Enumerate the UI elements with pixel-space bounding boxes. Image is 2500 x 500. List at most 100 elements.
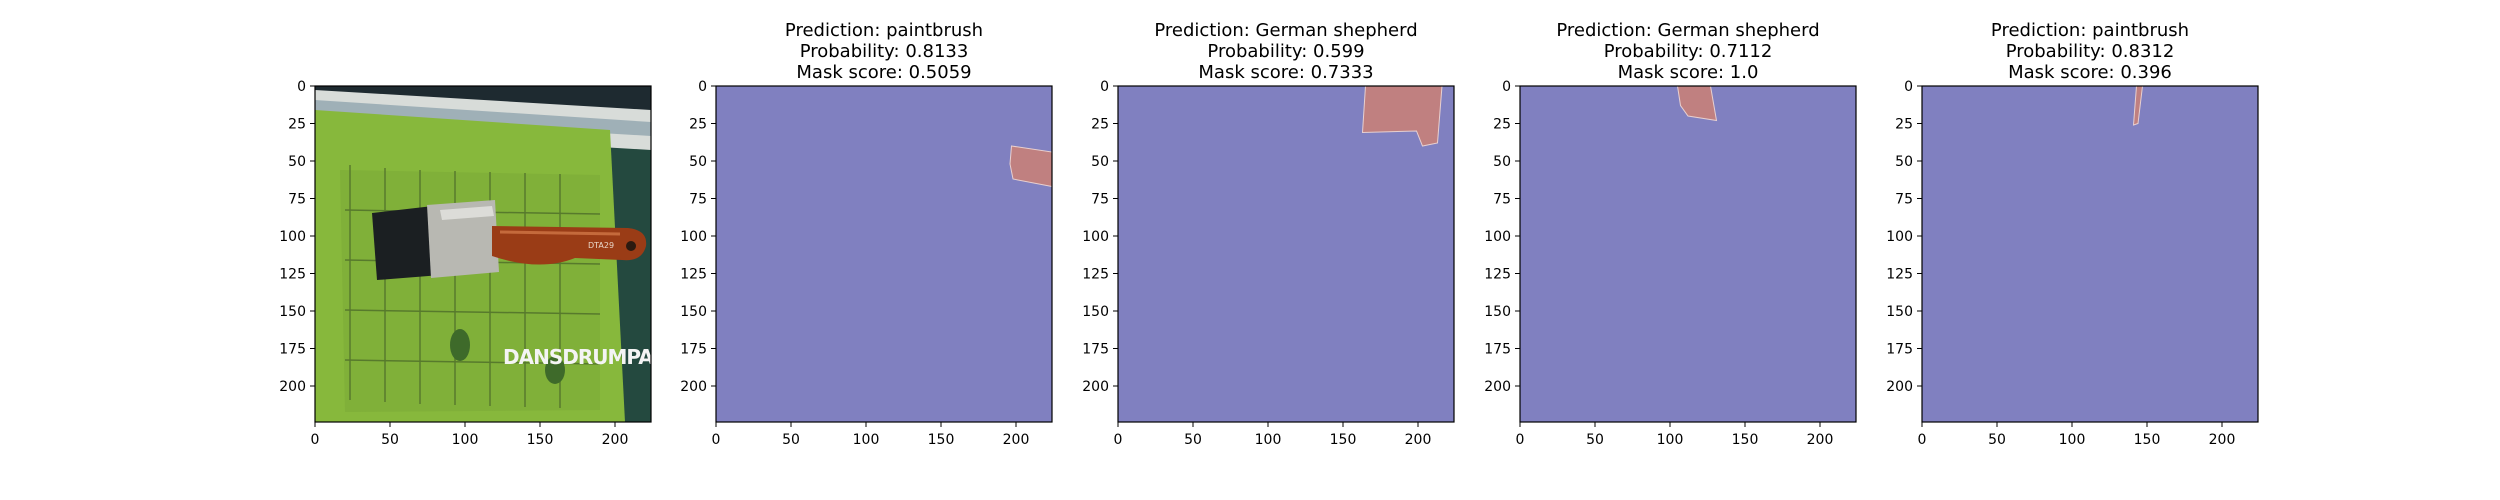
y-tick-label: 25 [1091, 117, 1109, 133]
y-tick-label: 100 [1886, 229, 1913, 245]
y-tick-label: 125 [1484, 267, 1511, 283]
x-tick-label: 100 [2059, 432, 2086, 448]
mask-background [716, 86, 1052, 422]
axes-frame [1519, 85, 1857, 423]
x-tick-label: 200 [1003, 432, 1030, 448]
y-tick-label: 100 [1484, 229, 1511, 245]
y-tick-label: 200 [1484, 379, 1511, 395]
x-tick-label: 150 [527, 432, 554, 448]
y-tick-label: 200 [1886, 379, 1913, 395]
y-tick-label: 0 [1502, 79, 1511, 95]
y-tick-label: 100 [279, 229, 306, 245]
y-tick-label: 175 [680, 342, 707, 358]
x-tick-label: 0 [1114, 432, 1123, 448]
image-watermark-text: DANSDRUMPAGE [503, 345, 681, 369]
y-tick-label: 100 [1082, 229, 1109, 245]
x-tick-label: 50 [381, 432, 399, 448]
axes-frame [314, 85, 652, 423]
panel-title-line: Probability: 0.599 [1207, 41, 1364, 62]
mask-background [1922, 86, 2258, 422]
x-tick-label: 150 [2134, 432, 2161, 448]
x-tick-label: 200 [1807, 432, 1834, 448]
panel-title-line: Prediction: paintbrush [1991, 20, 2189, 41]
panel-title-line: Mask score: 0.396 [2008, 62, 2172, 83]
panel-title: Prediction: German shepherdProbability: … [1154, 20, 1417, 83]
y-ticks: 0 25 50 75 100 125 150 175 200 [1082, 79, 1118, 395]
x-tick-label: 150 [928, 432, 955, 448]
x-tick-label: 150 [1330, 432, 1357, 448]
panel-title-line: Mask score: 0.5059 [796, 62, 971, 83]
input-image-panel: DTA29 DANSDRUMPAGE 0 50 100 150 200 0 25 50 75 1… [279, 79, 681, 448]
x-ticks: 0 50 100 150 200 [1918, 422, 2236, 448]
y-ticks: 0 25 50 75 100 125 150 175 200 [279, 79, 315, 395]
y-tick-label: 75 [1493, 192, 1511, 208]
panel-title: Prediction: German shepherdProbability: … [1556, 20, 1819, 83]
y-tick-label: 75 [689, 192, 707, 208]
y-tick-label: 25 [1895, 117, 1913, 133]
y-tick-label: 75 [1895, 192, 1913, 208]
y-tick-label: 150 [1886, 304, 1913, 320]
y-tick-label: 0 [297, 79, 306, 95]
y-tick-label: 200 [1082, 379, 1109, 395]
y-tick-label: 175 [1082, 342, 1109, 358]
axes-frame [1921, 85, 2259, 423]
x-tick-label: 100 [853, 432, 880, 448]
y-tick-label: 175 [279, 342, 306, 358]
y-tick-label: 75 [1091, 192, 1109, 208]
y-ticks: 0 25 50 75 100 125 150 175 200 [1484, 79, 1520, 395]
x-tick-label: 0 [1918, 432, 1927, 448]
panel-title-line: Probability: 0.8133 [800, 41, 969, 62]
y-tick-label: 50 [288, 154, 306, 170]
x-tick-label: 200 [2209, 432, 2236, 448]
y-tick-label: 25 [689, 117, 707, 133]
panel-title-line: Prediction: German shepherd [1556, 20, 1819, 41]
y-tick-label: 100 [680, 229, 707, 245]
x-tick-label: 200 [602, 432, 629, 448]
y-ticks: 0 25 50 75 100 125 150 175 200 [1886, 79, 1922, 395]
x-tick-label: 0 [712, 432, 721, 448]
axes-frame [715, 85, 1053, 423]
x-ticks: 0 50 100 150 200 [1516, 422, 1834, 448]
axes-frame [1117, 85, 1455, 423]
mask-panel: Prediction: German shepherdProbability: … [1484, 20, 1857, 448]
panel-title-line: Probability: 0.7112 [1604, 41, 1773, 62]
y-tick-label: 150 [680, 304, 707, 320]
mask-panel: Prediction: German shepherdProbability: … [1082, 20, 1455, 448]
x-tick-label: 150 [1732, 432, 1759, 448]
panel-title-line: Prediction: German shepherd [1154, 20, 1417, 41]
y-tick-label: 50 [1091, 154, 1109, 170]
y-tick-label: 125 [1082, 267, 1109, 283]
x-tick-label: 200 [1405, 432, 1432, 448]
y-tick-label: 50 [1493, 154, 1511, 170]
y-tick-label: 50 [689, 154, 707, 170]
y-tick-label: 75 [288, 192, 306, 208]
mask-background [1118, 86, 1454, 422]
y-tick-label: 150 [1484, 304, 1511, 320]
mask-background [1520, 86, 1856, 422]
y-tick-label: 150 [1082, 304, 1109, 320]
x-tick-label: 50 [1988, 432, 2006, 448]
handle-stamp: DTA29 [588, 241, 614, 250]
y-tick-label: 0 [1100, 79, 1109, 95]
y-tick-label: 125 [279, 267, 306, 283]
y-tick-label: 175 [1484, 342, 1511, 358]
y-tick-label: 200 [279, 379, 306, 395]
y-tick-label: 125 [1886, 267, 1913, 283]
x-tick-label: 50 [782, 432, 800, 448]
y-ticks: 0 25 50 75 100 125 150 175 200 [680, 79, 716, 395]
panel-title-line: Prediction: paintbrush [785, 20, 983, 41]
y-tick-label: 25 [1493, 117, 1511, 133]
predicted-mask-region [1009, 145, 1053, 188]
y-tick-label: 25 [288, 117, 306, 133]
x-tick-label: 0 [311, 432, 320, 448]
y-tick-label: 0 [698, 79, 707, 95]
x-tick-label: 100 [452, 432, 479, 448]
y-tick-label: 0 [1904, 79, 1913, 95]
y-tick-label: 200 [680, 379, 707, 395]
y-tick-label: 175 [1886, 342, 1913, 358]
